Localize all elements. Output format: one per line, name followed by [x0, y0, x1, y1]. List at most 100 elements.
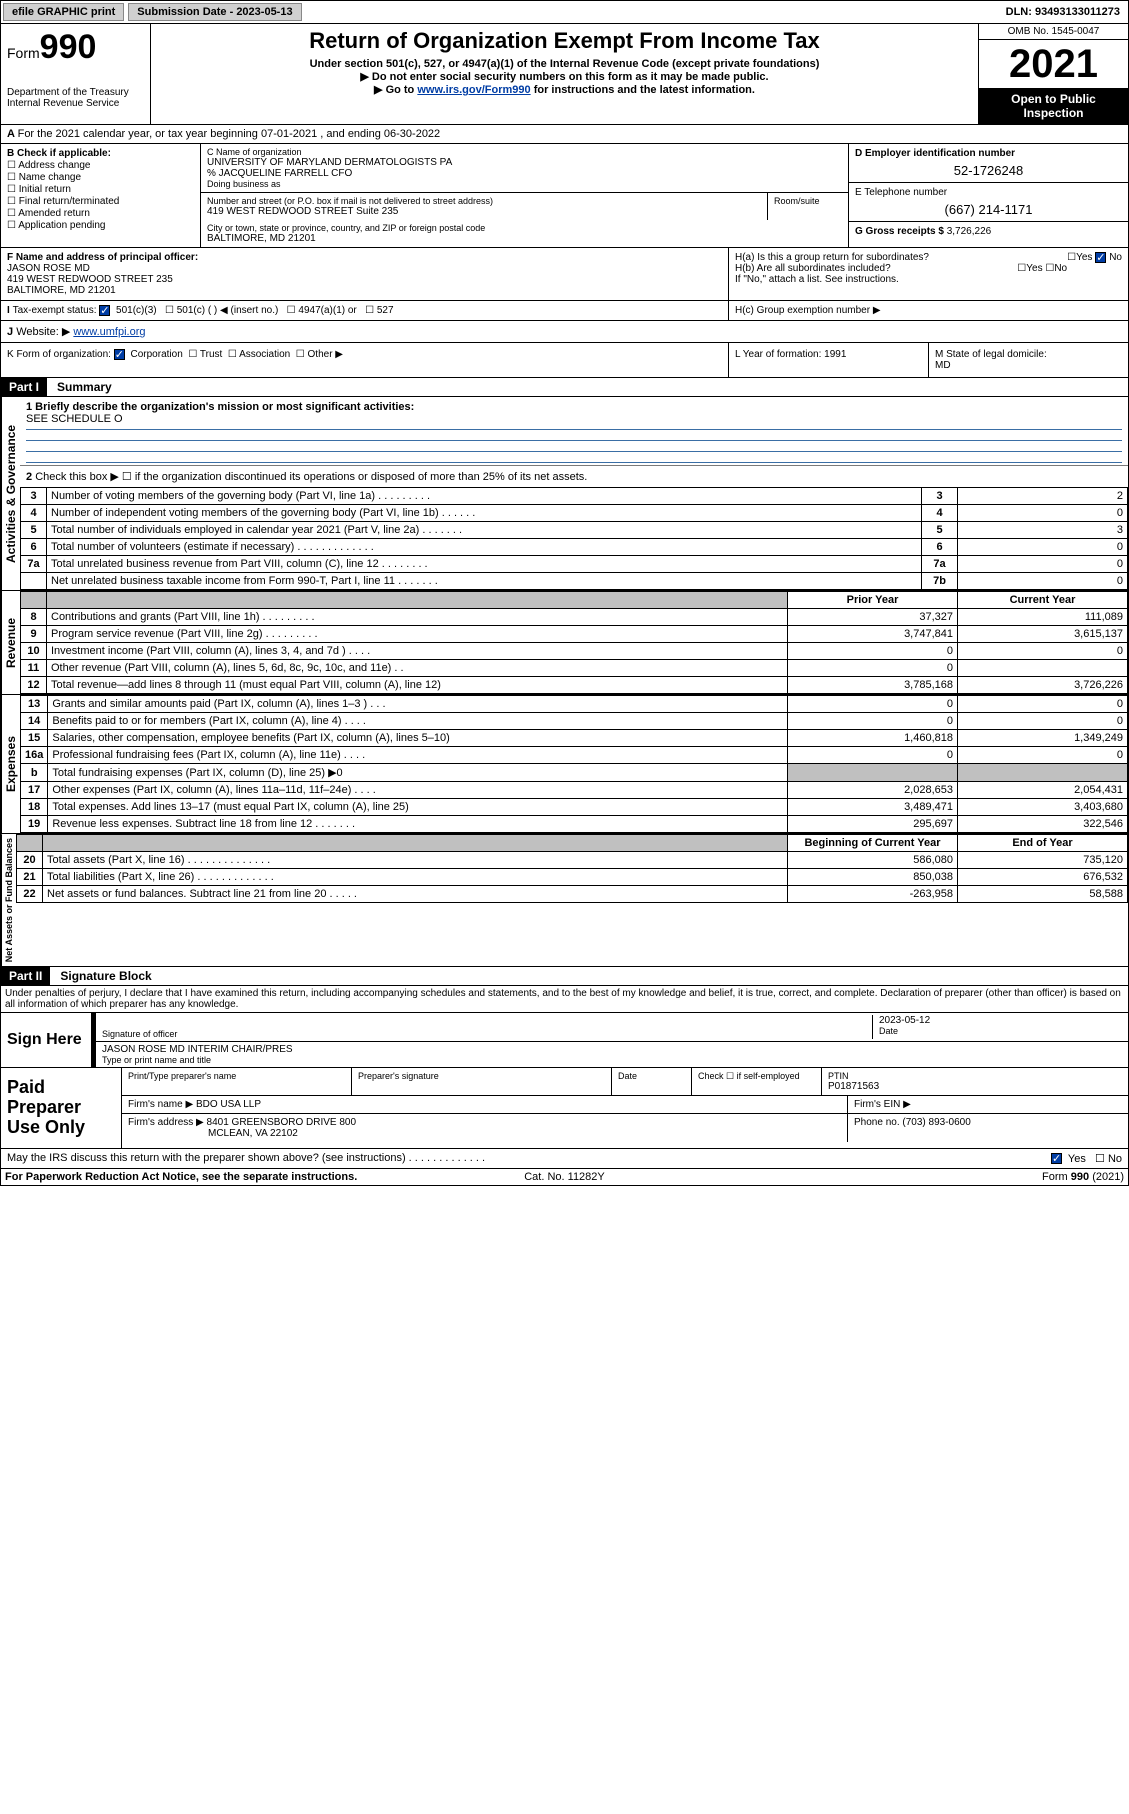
line-desc: Total liabilities (Part X, line 26) . . … [43, 869, 788, 886]
blank-n [21, 592, 47, 609]
block-m: M State of legal domicile:MD [928, 343, 1128, 377]
part2-header-row: Part II Signature Block [0, 967, 1129, 986]
table-row: 21 Total liabilities (Part X, line 26) .… [17, 869, 1128, 886]
p-check-label: Check ☐ if self-employed [698, 1071, 815, 1082]
k-opt-0: Corporation [131, 349, 183, 360]
dept-label: Department of the Treasury [7, 87, 144, 98]
blank-desc2 [43, 835, 788, 852]
paid-label: Paid Preparer Use Only [1, 1068, 121, 1147]
q1: 1 Briefly describe the organization's mi… [20, 397, 1128, 466]
chk-corp[interactable] [114, 349, 125, 360]
hc-label: H(c) Group exemption number ▶ [735, 305, 881, 316]
line-val: 2 [958, 488, 1128, 505]
l-val: 1991 [824, 349, 846, 360]
top-bar: efile GRAPHIC print Submission Date - 20… [0, 0, 1129, 24]
blank-n2 [17, 835, 43, 852]
paid-row-3: Firm's address ▶ 8401 GREENSBORO DRIVE 8… [122, 1114, 1128, 1142]
submission-date-button[interactable]: Submission Date - 2023-05-13 [128, 3, 301, 21]
may-yes-check[interactable] [1051, 1153, 1062, 1164]
begin-val: 586,080 [788, 852, 958, 869]
chk-application-pending[interactable]: ☐ Application pending [7, 220, 194, 231]
chk-initial-return[interactable]: ☐ Initial return [7, 184, 194, 195]
line-desc: Number of voting members of the governin… [47, 488, 922, 505]
line-key: 4 [922, 505, 958, 522]
open-public: Open to Public Inspection [979, 88, 1128, 124]
prior-val: 37,327 [788, 609, 958, 626]
footer-right: Form 990 (2021) [751, 1171, 1124, 1183]
table-row: 18 Total expenses. Add lines 13–17 (must… [21, 799, 1128, 816]
form-title: Return of Organization Exempt From Incom… [157, 28, 972, 54]
rev-header-row: Prior Year Current Year [21, 592, 1128, 609]
chk-label: Name change [19, 172, 81, 183]
row-fh: F Name and address of principal officer:… [0, 248, 1129, 301]
sig-date-label: Date [879, 1026, 1122, 1036]
line-num: 15 [21, 730, 48, 747]
table-row: 3 Number of voting members of the govern… [21, 488, 1128, 505]
f-label: F Name and address of principal officer: [7, 252, 722, 263]
omb-label: OMB No. 1545-0047 [979, 24, 1128, 40]
irs-label: Internal Revenue Service [7, 98, 144, 109]
q2-text: Check this box ▶ ☐ if the organization d… [35, 471, 587, 483]
i-opt-1: 501(c) ( ) ◀ (insert no.) [177, 305, 279, 316]
line-num: 11 [21, 660, 47, 677]
l-label: L Year of formation: [735, 349, 821, 360]
col-begin: Beginning of Current Year [788, 835, 958, 852]
ag-body: 1 Briefly describe the organization's mi… [20, 397, 1128, 590]
line-num [21, 573, 47, 590]
block-f: F Name and address of principal officer:… [1, 248, 728, 300]
line-key: 5 [922, 522, 958, 539]
hb-yes: Yes [1026, 263, 1042, 274]
sig-officer-label: Signature of officer [102, 1029, 872, 1039]
website-link[interactable]: www.umfpi.org [73, 326, 145, 338]
prior-val: 3,489,471 [788, 799, 958, 816]
room-suite: Room/suite [768, 193, 848, 220]
city-label: City or town, state or province, country… [207, 223, 842, 233]
ha-no-check[interactable] [1095, 252, 1106, 263]
part1-badge: Part I [1, 378, 47, 396]
k-opt-1: Trust [200, 349, 222, 360]
section-activities-governance: Activities & Governance 1 Briefly descri… [0, 397, 1129, 590]
line-desc: Total unrelated business revenue from Pa… [47, 556, 922, 573]
header-left: Form990 Department of the Treasury Inter… [1, 24, 151, 124]
phone-value: (667) 214-1171 [855, 198, 1122, 217]
efile-button[interactable]: efile GRAPHIC print [3, 3, 124, 21]
table-row: 4 Number of independent voting members o… [21, 505, 1128, 522]
chk-label: Application pending [18, 220, 105, 231]
line-val: 0 [958, 573, 1128, 590]
current-val: 0 [958, 643, 1128, 660]
block-b: B Check if applicable: ☐ Address change … [1, 144, 201, 247]
line-key: 7a [922, 556, 958, 573]
chk-amended[interactable]: ☐ Amended return [7, 208, 194, 219]
dln-label: DLN: 93493133011273 [998, 4, 1128, 20]
chk-name-change[interactable]: ☐ Name change [7, 172, 194, 183]
line-val: 0 [958, 539, 1128, 556]
p-sig-label: Preparer's signature [358, 1071, 605, 1081]
begin-val: -263,958 [788, 886, 958, 903]
firm-phone-label: Phone no. [854, 1117, 900, 1128]
line-num: 5 [21, 522, 47, 539]
exp-body: 13 Grants and similar amounts paid (Part… [20, 695, 1128, 833]
line-num: 9 [21, 626, 47, 643]
j-label: Website: ▶ [16, 326, 70, 338]
vlabel-ag: Activities & Governance [1, 397, 20, 590]
table-row: 11 Other revenue (Part VIII, column (A),… [21, 660, 1128, 677]
table-row: 16a Professional fundraising fees (Part … [21, 747, 1128, 764]
chk-label: Amended return [18, 208, 90, 219]
ha-label: H(a) Is this a group return for subordin… [735, 252, 929, 263]
declaration-text: Under penalties of perjury, I declare th… [0, 986, 1129, 1012]
end-val: 676,532 [958, 869, 1128, 886]
c-name-label: C Name of organization [207, 147, 842, 157]
prior-val: 0 [788, 660, 958, 677]
line-num: 12 [21, 677, 47, 694]
chk-final-return[interactable]: ☐ Final return/terminated [7, 196, 194, 207]
section-expenses: Expenses 13 Grants and similar amounts p… [0, 694, 1129, 833]
chk-address-change[interactable]: ☐ Address change [7, 160, 194, 171]
b-label: B Check if applicable: [7, 148, 194, 159]
table-row: 13 Grants and similar amounts paid (Part… [21, 696, 1128, 713]
irs-link[interactable]: www.irs.gov/Form990 [417, 84, 530, 96]
line-num: 19 [21, 816, 48, 833]
section-net-assets: Net Assets or Fund Balances Beginning of… [0, 833, 1129, 967]
blank-desc [47, 592, 788, 609]
g-label: G Gross receipts $ [855, 226, 944, 237]
chk-501c3[interactable] [99, 305, 110, 316]
